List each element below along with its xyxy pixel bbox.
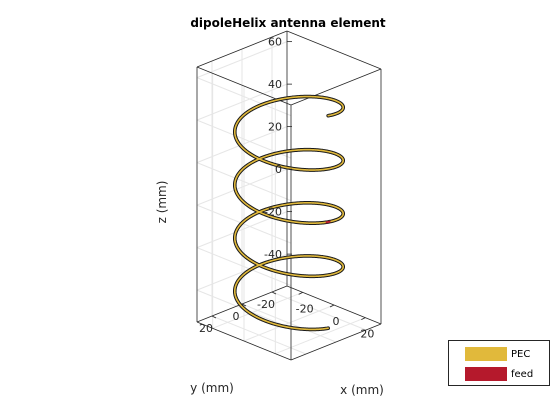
axes-box-edge: [290, 323, 382, 361]
helix-conductor-pec: [233, 95, 345, 331]
y-tick-label: 20: [199, 322, 213, 335]
z-tick-label: 40: [268, 78, 282, 91]
x-tick-label: 20: [360, 328, 374, 341]
z-axis-label: z (mm): [155, 181, 169, 224]
gridline-y: [271, 291, 367, 331]
y-tick-mark: [271, 291, 277, 295]
legend-label-pec: PEC: [511, 348, 531, 360]
pec-swatch: [465, 347, 507, 361]
x-tick-label: -20: [296, 302, 314, 315]
axes-box: [196, 30, 382, 361]
y-tick-mark: [211, 315, 217, 319]
x-axis-label: x (mm): [340, 383, 384, 397]
z-tick-label: 60: [268, 36, 282, 49]
gridline-y: [211, 315, 307, 355]
y-axis-label: y (mm): [190, 381, 234, 395]
y-tick-mark: [241, 303, 247, 307]
z-tick-label: 0: [275, 163, 282, 176]
helix-feed: [325, 220, 331, 224]
y-tick-label: 0: [233, 310, 240, 323]
axes-box-edge: [196, 30, 288, 68]
axes-box-edge: [290, 68, 382, 106]
x-tick-label: 0: [333, 315, 340, 328]
feed-swatch: [465, 367, 507, 381]
legend-item-pec: PEC: [465, 345, 530, 363]
axes-grid: [196, 37, 367, 355]
legend-label-feed: feed: [511, 368, 534, 380]
helix-element: [232, 94, 346, 332]
legend-item-feed: feed: [465, 365, 533, 383]
x-tick-mark: [298, 291, 303, 295]
z-tick-label: 20: [268, 121, 282, 134]
axes-box-edge: [196, 321, 292, 361]
z-tick-label: -40: [264, 248, 282, 261]
axes-ticks: -40 -20 0 20 40 60 -20 0 20 -20 0 20: [199, 36, 374, 341]
x-tick-mark: [361, 317, 366, 321]
x-tick-mark: [329, 304, 335, 308]
helix-outline: [232, 94, 346, 332]
chart-title: dipoleHelix antenna element: [190, 16, 386, 30]
y-tick-label: -20: [257, 298, 275, 311]
z-tick-label: -20: [264, 206, 282, 219]
gridline-y: [241, 303, 337, 343]
legend: PEC feed: [448, 340, 550, 386]
axes-box-edge: [286, 30, 382, 70]
